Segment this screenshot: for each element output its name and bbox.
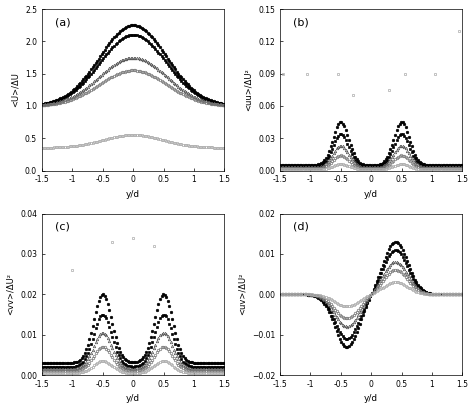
Text: (c): (c) [55,222,70,231]
Y-axis label: <U>/ΔU: <U>/ΔU [10,72,19,107]
X-axis label: y/d: y/d [364,394,378,403]
X-axis label: y/d: y/d [126,190,140,199]
X-axis label: y/d: y/d [364,190,378,199]
X-axis label: y/d: y/d [126,394,140,403]
Y-axis label: <uu>/ΔU²: <uu>/ΔU² [244,68,253,111]
Text: (d): (d) [293,222,309,231]
Y-axis label: <vv>/ΔU²: <vv>/ΔU² [6,273,15,315]
Y-axis label: <uv>/ΔU²: <uv>/ΔU² [237,273,246,315]
Text: (b): (b) [293,17,309,27]
Text: (a): (a) [55,17,70,27]
